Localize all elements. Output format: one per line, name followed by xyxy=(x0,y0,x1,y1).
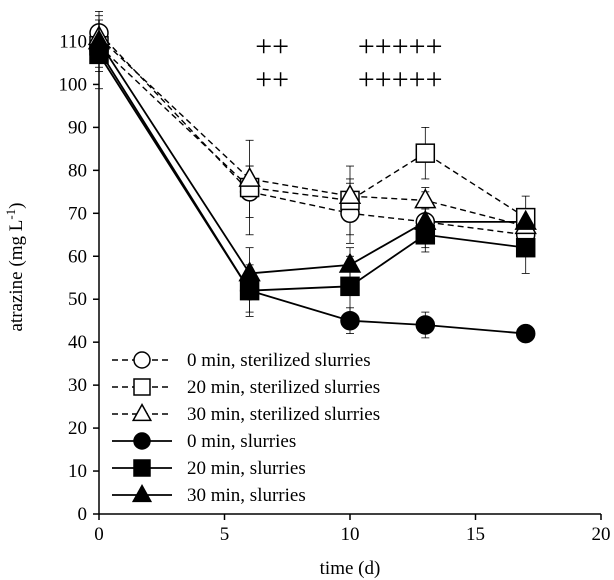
data-point xyxy=(239,280,260,301)
y-tick-label: 60 xyxy=(68,246,87,267)
legend: 0 min, sterilized slurries 20 min, steril… xyxy=(112,350,380,506)
series-line xyxy=(98,49,526,335)
legend-marker xyxy=(131,484,153,503)
legend-label: 30 min, slurries xyxy=(187,485,306,506)
series-line xyxy=(98,32,526,236)
legend-item: 20 min, slurries xyxy=(112,458,306,479)
data-markers xyxy=(87,23,537,344)
data-point xyxy=(238,166,261,187)
significance-mark: ++ xyxy=(255,30,289,63)
data-point xyxy=(414,188,437,209)
y-ticks: 0 10 20 30 40 50 60 70 80 90 100 110 xyxy=(59,31,99,525)
y-tick-label: 40 xyxy=(68,332,87,353)
y-axis-label-main: atrazine (mg L xyxy=(6,220,27,332)
x-tick-label: 5 xyxy=(220,524,230,545)
legend-item: 30 min, sterilized slurries xyxy=(112,403,380,425)
significance-mark: ++ xyxy=(255,63,289,96)
data-point xyxy=(340,276,360,297)
legend-marker xyxy=(133,351,151,369)
data-point xyxy=(238,261,261,282)
series-line xyxy=(98,53,526,292)
x-tick-label: 20 xyxy=(592,524,611,545)
y-tick-label: 110 xyxy=(59,31,87,52)
legend-label: 0 min, slurries xyxy=(187,431,296,452)
legend-marker xyxy=(133,459,151,477)
significance-annotations: ++++++++++++++ xyxy=(255,30,442,96)
data-point xyxy=(515,323,536,344)
y-axis-label-sup: -1 xyxy=(3,209,18,220)
y-tick-label: 0 xyxy=(78,504,88,525)
data-point xyxy=(338,183,362,205)
legend-item: 0 min, slurries xyxy=(112,431,296,452)
legend-item: 30 min, slurries xyxy=(112,484,306,506)
data-point xyxy=(515,237,536,258)
series-line xyxy=(98,36,526,227)
data-point xyxy=(414,209,437,230)
legend-label: 20 min, sterilized slurries xyxy=(187,377,380,398)
y-tick-label: 90 xyxy=(68,117,87,138)
data-point xyxy=(415,315,436,335)
y-tick-label: 80 xyxy=(68,160,87,181)
legend-label: 20 min, slurries xyxy=(187,458,306,479)
legend-marker xyxy=(133,378,151,396)
legend-label: 0 min, sterilized slurries xyxy=(187,350,371,371)
y-axis-label: atrazine (mg L-1) xyxy=(3,202,27,331)
significance-mark: +++++ xyxy=(358,63,443,96)
y-axis-label-close: ) xyxy=(6,202,27,208)
x-ticks: 0 5 10 15 20 xyxy=(94,514,611,545)
legend-label: 30 min, sterilized slurries xyxy=(187,404,380,425)
series-line xyxy=(98,45,527,219)
y-tick-label: 70 xyxy=(68,203,87,224)
y-tick-label: 30 xyxy=(68,375,87,396)
significance-mark: +++++ xyxy=(358,30,443,63)
series-lines xyxy=(98,32,527,335)
error-bars xyxy=(95,11,530,343)
y-tick-label: 100 xyxy=(59,74,88,95)
data-point xyxy=(514,209,537,230)
legend-marker xyxy=(131,403,153,422)
legend-item: 20 min, sterilized slurries xyxy=(112,377,380,398)
y-tick-label: 50 xyxy=(68,289,87,310)
x-tick-label: 15 xyxy=(466,524,485,545)
x-tick-label: 0 xyxy=(94,524,104,545)
data-point xyxy=(340,310,360,331)
axes: 0 5 10 15 20 0 10 20 30 40 50 60 70 80 90 100 110 xyxy=(59,20,611,545)
legend-marker xyxy=(133,432,151,450)
data-point xyxy=(415,143,436,163)
x-axis-label: time (d) xyxy=(320,558,381,579)
legend-item: 0 min, sterilized slurries xyxy=(112,350,371,371)
x-tick-label: 10 xyxy=(341,524,360,545)
y-tick-label: 10 xyxy=(68,461,87,482)
y-tick-label: 20 xyxy=(68,418,87,439)
data-point xyxy=(338,252,362,273)
